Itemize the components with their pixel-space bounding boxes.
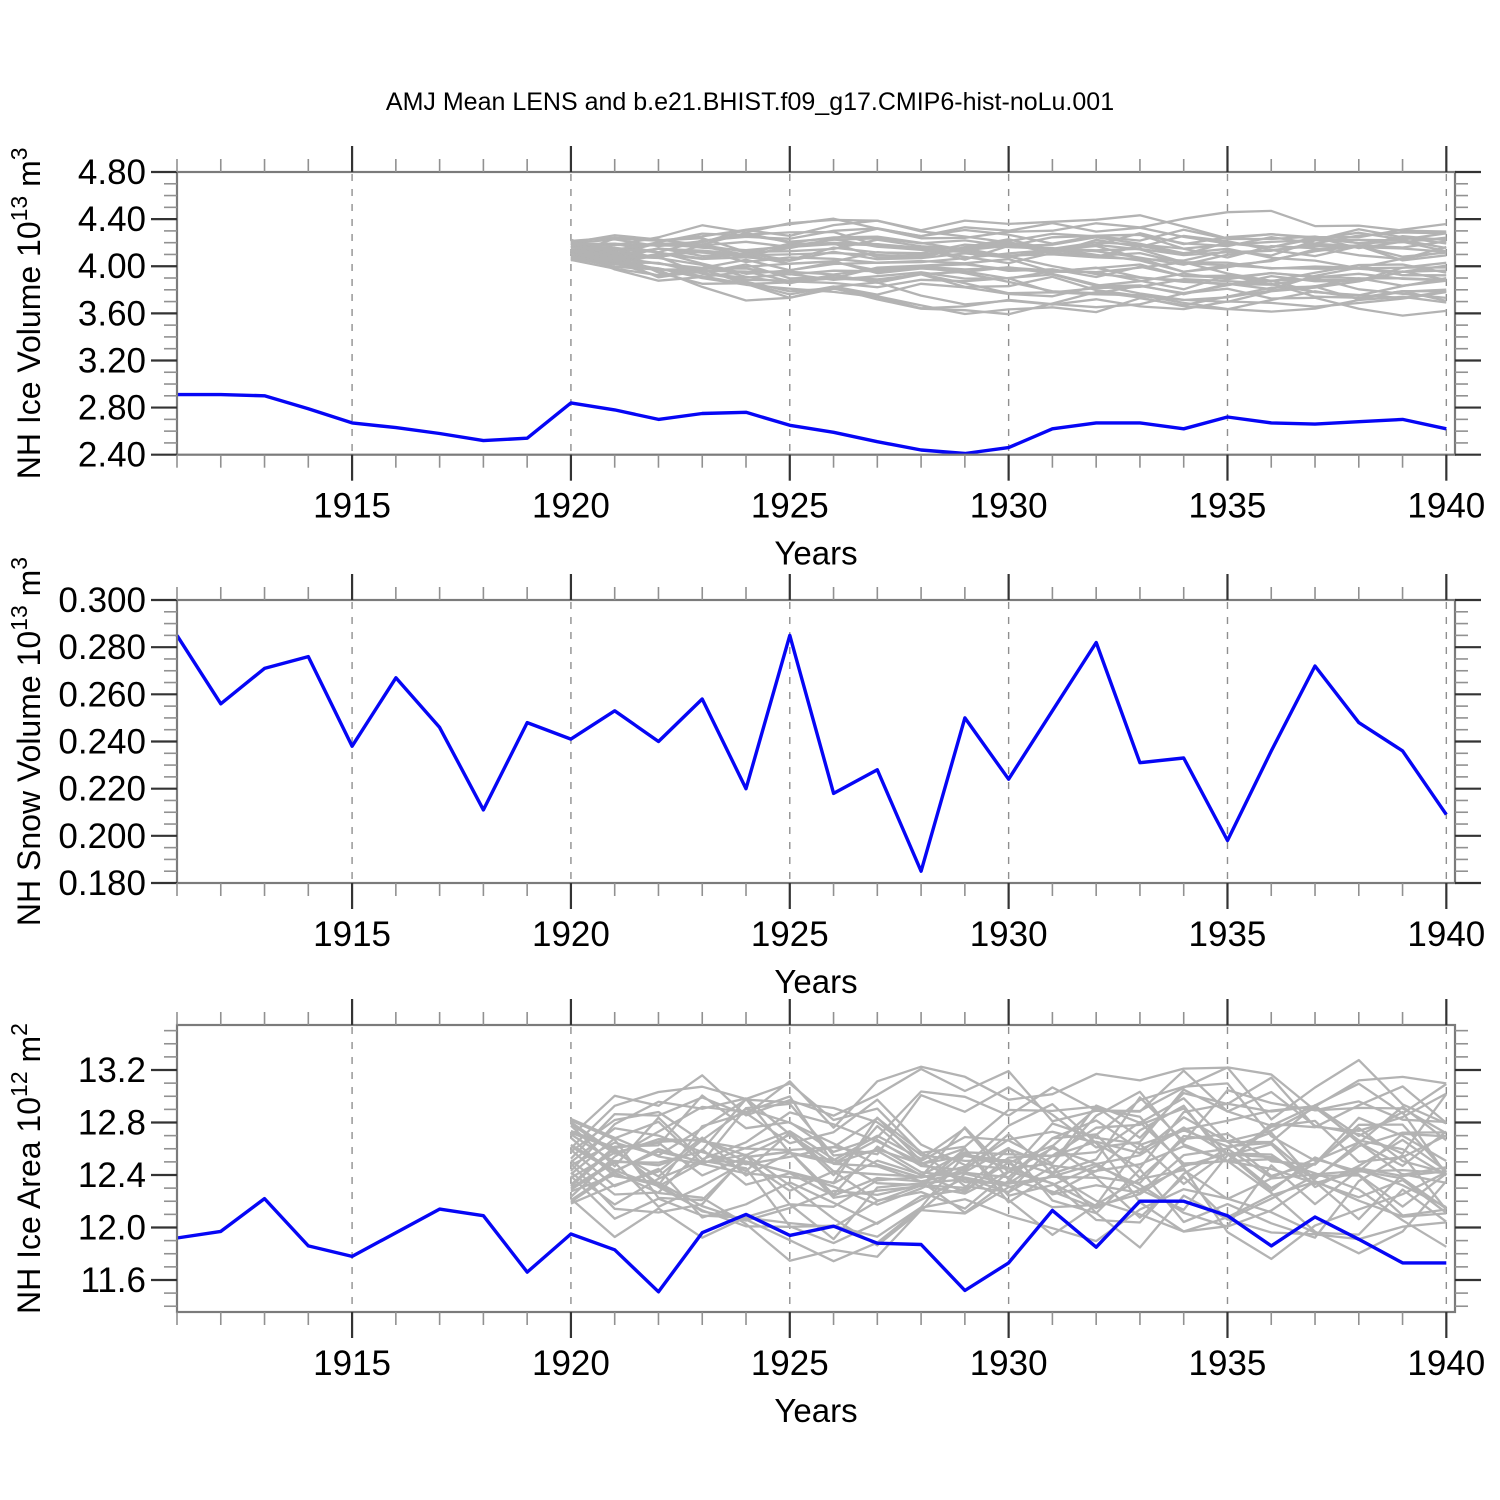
x-tick-label: 1925 [751,487,829,526]
main-series-line [175,633,1448,873]
y-tick-label: 11.6 [80,1261,146,1300]
panel-border [175,170,1457,456]
y-tick-label: 3.20 [78,341,146,380]
y-tick-label: 13.2 [78,1051,146,1090]
ensemble-member-line [570,1130,1447,1233]
ensemble-member-line [570,1090,1447,1193]
x-tick-label: 1940 [1407,915,1485,954]
ensemble-member-line [570,1095,1448,1198]
ensemble-member-line [570,256,1447,311]
ensemble-member-line [570,252,1447,282]
y-axis-title: NH Ice Volume 1013 m3 [6,147,47,479]
x-tick-label: 1920 [532,1344,610,1383]
ensemble-member-line [570,1122,1448,1239]
x-tick-label: 1935 [1189,487,1267,526]
ensemble-member-line [570,257,1447,297]
ensemble-member-line [570,1058,1447,1160]
x-tick-label: 1915 [313,1344,391,1383]
y-tick-label: 12.4 [78,1156,146,1195]
ensemble-lens_members_gray [570,1058,1448,1263]
main-series-line [177,392,1447,456]
ensemble-lens_members_gray [570,209,1447,317]
y-tick-label: 4.40 [78,200,146,239]
ensemble-member-line [570,1067,1448,1155]
panel-nh-ice-area: 11.6 12.0 12.4 12.8 13.2 1915 1920 1925 1930 1935… [6,999,1485,1429]
y-tick-label: 4.00 [78,247,146,286]
x-tick-label: 1940 [1407,1344,1485,1383]
x-tick-label: 1930 [970,487,1048,526]
ensemble-member-line [570,1136,1447,1228]
y-tick-label: 0.220 [58,770,146,809]
ensemble-member-line [570,1162,1447,1262]
ensemble-member-line [570,1082,1447,1166]
panel-border [175,1023,1457,1314]
y-tick-label: 12.0 [78,1208,146,1247]
panel-nh-ice-volume: 2.40 2.80 3.20 3.60 4.00 4.40 4.80 1915 1920 1925… [6,146,1485,572]
y-tick-label: 2.40 [78,436,146,475]
y-tick-label: 0.260 [58,675,146,714]
main-series-line [176,1196,1447,1294]
x-axis-title: Years [774,1392,857,1429]
x-axis-title: Years [774,963,857,1000]
y-tick-label: 0.200 [58,817,146,856]
ensemble-member-line [570,1085,1448,1185]
panel-border [175,598,1457,885]
y-axis-title: NH Ice Area 1012 m2 [6,1023,47,1314]
y-tick-label: 0.240 [58,723,146,762]
ensemble-member-line [570,1145,1447,1248]
ensemble-member-line [570,242,1447,262]
x-tick-label: 1915 [313,487,391,526]
ensemble-member-line [570,244,1447,266]
ensemble-member-line [570,1076,1447,1190]
x-tick-label: 1915 [313,915,391,954]
x-tick-label: 1920 [532,915,610,954]
x-tick-label: 1930 [970,1344,1048,1383]
ensemble-member-line [570,249,1447,302]
ensemble-member-line [570,214,1447,251]
ensemble-member-line [570,1107,1447,1194]
ensemble-member-line [570,1088,1447,1175]
x-tick-label: 1925 [751,1344,829,1383]
ensemble-member-line [570,217,1447,256]
y-tick-label: 3.60 [78,294,146,333]
y-tick-label: 0.300 [58,581,146,620]
x-tick-label: 1925 [751,915,829,954]
x-tick-label: 1935 [1189,915,1267,954]
ensemble-member-line [570,1168,1447,1241]
ensemble-member-line [570,1116,1447,1192]
y-tick-label: 2.80 [78,389,146,428]
y-tick-label: 0.180 [58,864,146,903]
x-tick-label: 1935 [1189,1344,1267,1383]
x-tick-label: 1920 [532,487,610,526]
ensemble-member-line [570,238,1447,267]
y-tick-label: 12.8 [78,1104,146,1143]
y-tick-label: 4.80 [78,153,146,192]
y-tick-label: 0.280 [58,628,146,667]
figure-title: AMJ Mean LENS and b.e21.BHIST.f09_g17.CM… [385,88,1115,116]
ensemble-member-line [570,1082,1448,1175]
x-tick-label: 1930 [970,915,1048,954]
x-tick-label: 1940 [1407,487,1485,526]
x-axis-title: Years [774,535,857,572]
y-axis-title: NH Snow Volume 1013 m3 [6,557,47,926]
panel-nh-snow-volume: 0.180 0.200 0.220 0.240 0.260 0.280 0.300 1915 1… [6,557,1485,1000]
